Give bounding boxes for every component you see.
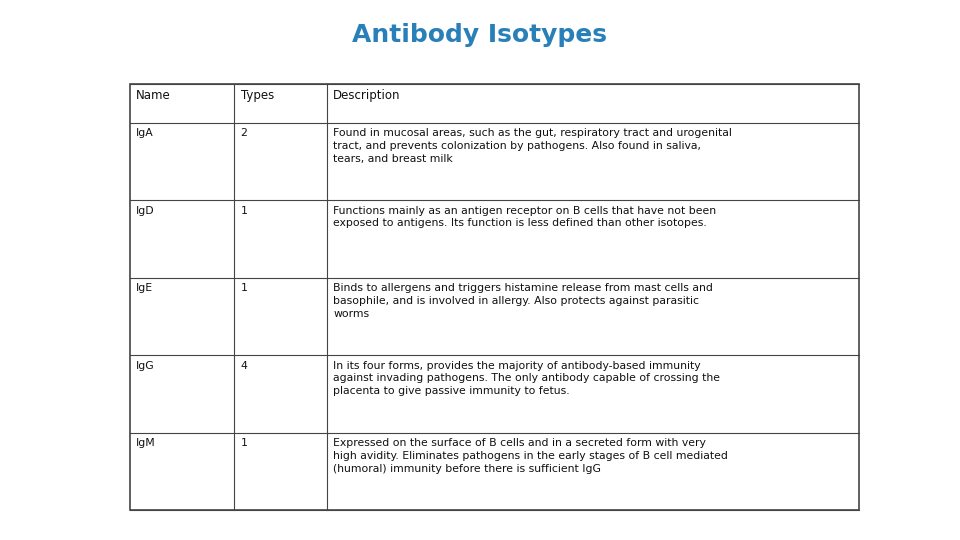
Text: 1: 1 bbox=[241, 206, 248, 215]
Text: Name: Name bbox=[136, 89, 171, 102]
Text: IgM: IgM bbox=[136, 438, 156, 448]
Text: 2: 2 bbox=[241, 128, 248, 138]
Text: 1: 1 bbox=[241, 283, 248, 293]
Text: Found in mucosal areas, such as the gut, respiratory tract and urogenital
tract,: Found in mucosal areas, such as the gut,… bbox=[333, 128, 732, 164]
Text: IgE: IgE bbox=[136, 283, 154, 293]
Text: IgA: IgA bbox=[136, 128, 154, 138]
Text: IgG: IgG bbox=[136, 361, 155, 370]
Text: Binds to allergens and triggers histamine release from mast cells and
basophile,: Binds to allergens and triggers histamin… bbox=[333, 283, 713, 319]
Bar bbox=[130, 84, 859, 510]
Text: 1: 1 bbox=[241, 438, 248, 448]
Text: Description: Description bbox=[333, 89, 401, 102]
Text: Expressed on the surface of B cells and in a secreted form with very
high avidit: Expressed on the surface of B cells and … bbox=[333, 438, 729, 474]
Text: In its four forms, provides the majority of antibody-based immunity
against inva: In its four forms, provides the majority… bbox=[333, 361, 720, 396]
Text: Functions mainly as an antigen receptor on B cells that have not been
exposed to: Functions mainly as an antigen receptor … bbox=[333, 206, 716, 228]
Text: IgD: IgD bbox=[136, 206, 155, 215]
Text: Antibody Isotypes: Antibody Isotypes bbox=[352, 23, 608, 47]
Text: Types: Types bbox=[241, 89, 274, 102]
Text: 4: 4 bbox=[241, 361, 248, 370]
